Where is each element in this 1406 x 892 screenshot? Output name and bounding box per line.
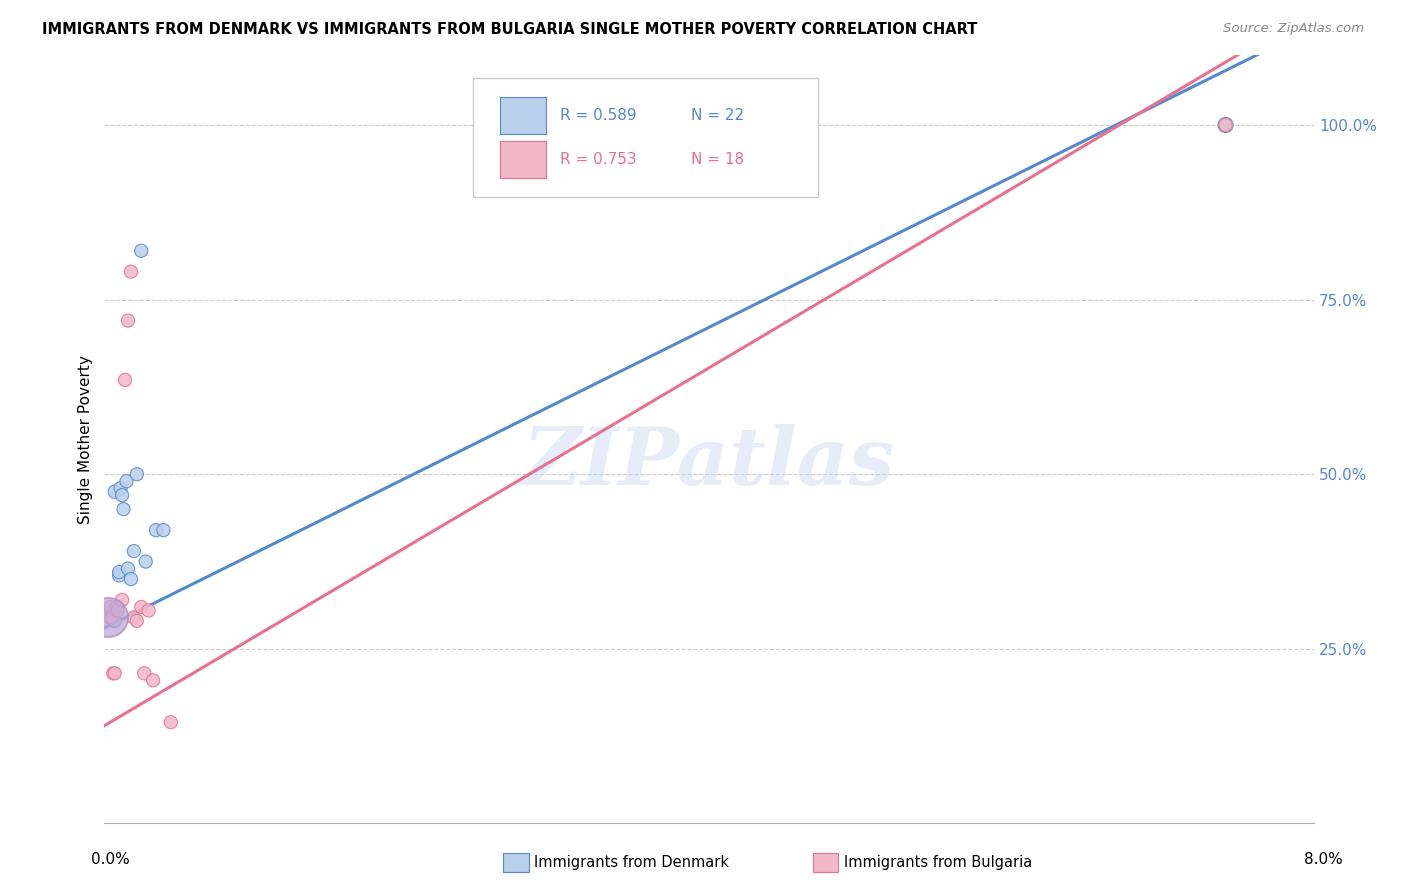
Point	[134, 666, 156, 681]
Text: 8.0%: 8.0%	[1303, 852, 1343, 867]
Point	[108, 565, 131, 579]
Text: Source: ZipAtlas.com: Source: ZipAtlas.com	[1223, 22, 1364, 36]
Bar	[501, 97, 546, 135]
Point	[97, 610, 120, 624]
Point	[120, 265, 142, 279]
Point	[104, 484, 127, 499]
Point	[107, 599, 129, 614]
Point	[125, 467, 148, 482]
Text: Immigrants from Bulgaria: Immigrants from Bulgaria	[844, 855, 1032, 870]
Point	[115, 474, 138, 488]
Point	[107, 603, 129, 617]
Text: N = 18: N = 18	[692, 153, 744, 167]
Point	[110, 481, 132, 495]
Point	[1215, 118, 1237, 132]
Point	[145, 523, 167, 537]
FancyBboxPatch shape	[474, 78, 818, 197]
Point	[129, 244, 152, 258]
Text: IMMIGRANTS FROM DENMARK VS IMMIGRANTS FROM BULGARIA SINGLE MOTHER POVERTY CORREL: IMMIGRANTS FROM DENMARK VS IMMIGRANTS FR…	[42, 22, 977, 37]
Point	[104, 614, 127, 628]
Point	[97, 610, 120, 624]
Point	[152, 523, 174, 537]
Text: R = 0.589: R = 0.589	[561, 108, 637, 123]
Point	[135, 555, 157, 569]
Point	[98, 610, 121, 624]
Text: ZIPatlas: ZIPatlas	[523, 424, 896, 501]
Text: R = 0.753: R = 0.753	[561, 153, 637, 167]
Point	[100, 607, 122, 621]
Text: 0.0%: 0.0%	[91, 852, 131, 867]
Point	[138, 603, 160, 617]
Point	[100, 610, 122, 624]
Point	[105, 599, 128, 614]
Point	[129, 599, 152, 614]
Point	[117, 561, 139, 575]
Point	[125, 614, 148, 628]
Point	[122, 610, 145, 624]
Point	[111, 593, 134, 607]
Text: Immigrants from Denmark: Immigrants from Denmark	[534, 855, 730, 870]
Point	[98, 599, 121, 614]
Point	[104, 666, 127, 681]
Point	[159, 715, 181, 730]
Point	[142, 673, 165, 688]
Point	[103, 666, 125, 681]
Point	[1215, 118, 1237, 132]
Point	[122, 544, 145, 558]
Point	[120, 572, 142, 586]
Point	[112, 502, 135, 516]
Y-axis label: Single Mother Poverty: Single Mother Poverty	[79, 355, 93, 524]
Bar	[501, 141, 546, 178]
Point	[114, 373, 136, 387]
Text: N = 22: N = 22	[692, 108, 744, 123]
Point	[111, 488, 134, 502]
Point	[108, 568, 131, 582]
Point	[117, 313, 139, 327]
Point	[103, 614, 125, 628]
